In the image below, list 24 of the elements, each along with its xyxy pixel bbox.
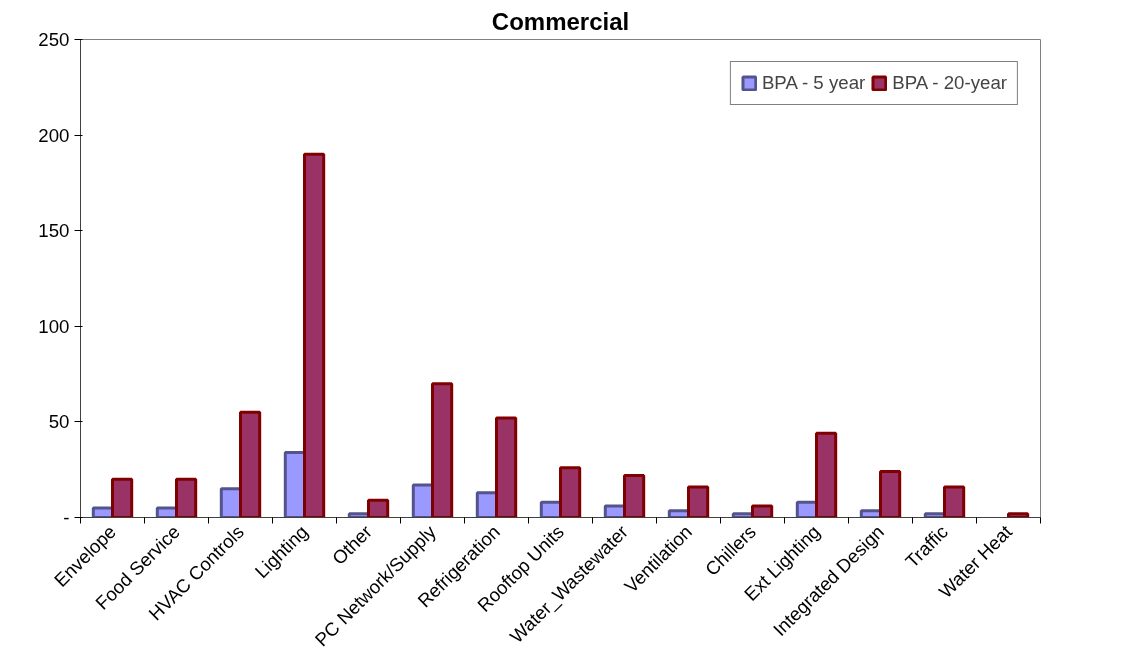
bar xyxy=(1007,512,1030,518)
y-tick-label: 250 xyxy=(38,29,70,50)
bar xyxy=(943,485,966,518)
y-tick-label: 50 xyxy=(48,411,70,433)
bar xyxy=(687,485,710,518)
y-tick-label: 150 xyxy=(38,220,70,242)
bar xyxy=(239,410,262,518)
bar xyxy=(623,473,646,518)
y-tick-label: - xyxy=(63,507,70,528)
bar xyxy=(815,431,838,518)
chart-title: Commercial xyxy=(491,7,630,35)
y-tick-label: 100 xyxy=(38,315,70,337)
bar xyxy=(111,477,134,518)
bar xyxy=(303,152,326,518)
bar xyxy=(367,498,390,518)
y-tick-label: 200 xyxy=(38,124,70,146)
bar xyxy=(431,382,454,518)
bar xyxy=(751,504,774,518)
legend-label: BPA - 5 year xyxy=(761,72,866,94)
bar xyxy=(879,470,902,518)
bar xyxy=(559,466,582,518)
bar xyxy=(495,416,518,518)
legend-label: BPA - 20-year xyxy=(892,72,1007,94)
bar xyxy=(175,477,198,518)
